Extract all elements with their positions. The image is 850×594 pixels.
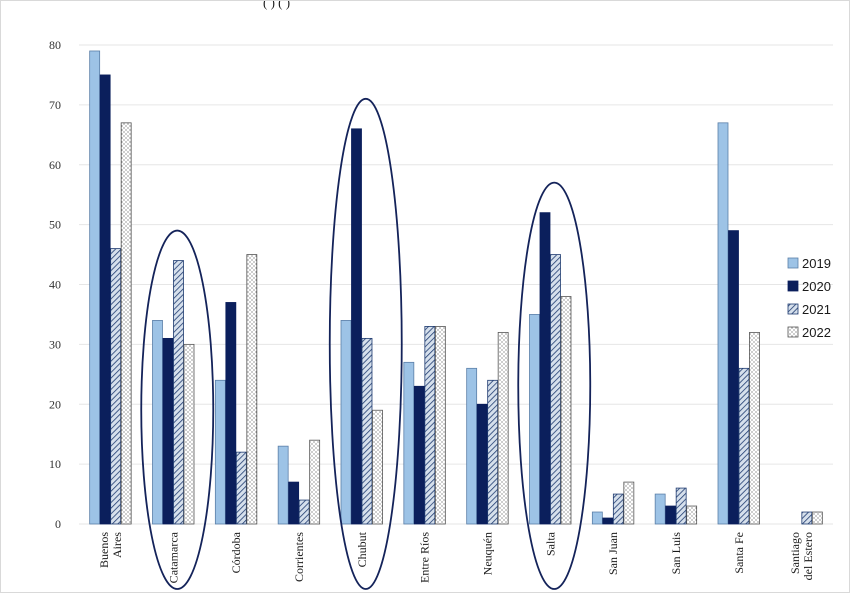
category-label: Corrientes bbox=[292, 532, 306, 582]
highlight-ellipse-1 bbox=[140, 229, 215, 590]
bar-2022-10 bbox=[749, 331, 760, 525]
bar-2021-2 bbox=[235, 451, 247, 525]
bar-2021-1 bbox=[173, 260, 184, 525]
category-label: Buenos bbox=[97, 532, 111, 568]
bar-2021-0 bbox=[110, 248, 122, 525]
category-label: Neuquén bbox=[480, 532, 494, 575]
bar-2022-3 bbox=[309, 439, 321, 525]
bar-2020-10 bbox=[728, 230, 739, 525]
bar-2020-3 bbox=[288, 481, 300, 525]
legend-swatch-2022 bbox=[787, 326, 799, 338]
bar-2022-2 bbox=[246, 254, 258, 525]
bar-2022-0 bbox=[120, 122, 132, 525]
legend-label-2021: 2021 bbox=[802, 302, 831, 317]
y-tick-label: 20 bbox=[49, 397, 61, 411]
y-tick-label: 10 bbox=[49, 457, 61, 471]
legend: 2019 2020 2021 2022 bbox=[787, 256, 831, 340]
bar-2021-5 bbox=[424, 326, 436, 525]
bar-2019-8 bbox=[591, 511, 603, 525]
bar-2020-9 bbox=[665, 505, 677, 525]
category-labels: Buenos Aires Catamarca Córdoba Corrientes Chu… bbox=[97, 531, 815, 583]
bar-2019-0 bbox=[89, 50, 101, 525]
category-label: Córdoba bbox=[229, 531, 243, 573]
bar-2022-8 bbox=[623, 481, 635, 525]
bar-2019-4 bbox=[340, 320, 352, 525]
bar-2020-7 bbox=[539, 212, 551, 525]
bar-2019-9 bbox=[654, 493, 666, 525]
bar-2020-8 bbox=[602, 517, 614, 525]
bar-2021-7 bbox=[550, 254, 561, 525]
bar-2019-10 bbox=[717, 122, 729, 525]
highlight-ellipse-4 bbox=[328, 97, 403, 590]
category-label: Santa Fe bbox=[732, 532, 746, 574]
category-label: del Estero bbox=[801, 532, 815, 580]
y-tick-label: 30 bbox=[49, 337, 61, 351]
bar-2022-6 bbox=[497, 331, 509, 525]
category-label: Santiago bbox=[788, 532, 802, 574]
y-tick-label: 70 bbox=[49, 98, 61, 112]
bar-2022-9 bbox=[686, 505, 698, 525]
bar-2019-5 bbox=[403, 361, 415, 525]
y-tick-label: 50 bbox=[49, 218, 61, 232]
bar-2021-6 bbox=[487, 379, 499, 525]
legend-swatch-2021 bbox=[787, 303, 799, 315]
bar-2021-3 bbox=[298, 499, 310, 525]
legend-label-2019: 2019 bbox=[802, 256, 831, 271]
bar-2020-1 bbox=[162, 337, 174, 525]
grid-lines bbox=[79, 44, 833, 525]
bar-2022-7 bbox=[560, 296, 572, 525]
bar-2019-3 bbox=[277, 445, 289, 525]
legend-label-2020: 2020 bbox=[802, 279, 831, 294]
legend-label-2022: 2022 bbox=[802, 325, 831, 340]
category-label: Chubut bbox=[355, 531, 369, 567]
category-label: Salta bbox=[543, 531, 557, 556]
bar-2020-2 bbox=[225, 302, 237, 525]
bar-2019-1 bbox=[152, 320, 163, 525]
bar-2021-9 bbox=[675, 487, 687, 525]
legend-swatch-2020 bbox=[787, 280, 799, 292]
highlight-ellipse-7 bbox=[517, 181, 592, 590]
bar-2022-5 bbox=[434, 326, 446, 525]
bars bbox=[89, 50, 823, 525]
y-tick-label: 80 bbox=[49, 38, 61, 52]
y-tick-label: 60 bbox=[49, 158, 61, 172]
bar-2019-6 bbox=[466, 367, 478, 525]
bar-2020-4 bbox=[351, 128, 362, 525]
y-tick-label: 0 bbox=[55, 517, 61, 531]
bar-2020-6 bbox=[476, 403, 488, 525]
category-label: San Juan bbox=[606, 532, 620, 575]
category-label: Entre Ríos bbox=[418, 532, 432, 583]
header-fragment: ( ) ( ) bbox=[263, 1, 290, 10]
bar-2019-7 bbox=[529, 314, 540, 525]
bar-2022-1 bbox=[183, 343, 195, 525]
y-axis: 0 10 20 30 40 50 60 70 80 bbox=[49, 38, 61, 531]
category-label: San Luis bbox=[669, 532, 683, 575]
category-label: Aires bbox=[110, 532, 124, 558]
bar-2021-10 bbox=[738, 367, 750, 525]
bar-2019-2 bbox=[214, 379, 226, 525]
bar-2021-11 bbox=[801, 511, 813, 525]
bar-2020-0 bbox=[99, 74, 111, 525]
bar-2021-4 bbox=[361, 337, 373, 525]
category-label: Catamarca bbox=[166, 531, 180, 583]
bar-2022-11 bbox=[811, 511, 823, 525]
y-tick-label: 40 bbox=[49, 278, 61, 292]
legend-swatch-2019 bbox=[787, 257, 799, 269]
bar-2020-5 bbox=[413, 385, 425, 525]
highlight-ellipses bbox=[140, 97, 592, 590]
bar-2021-8 bbox=[612, 493, 624, 525]
bar-2022-4 bbox=[372, 409, 383, 525]
